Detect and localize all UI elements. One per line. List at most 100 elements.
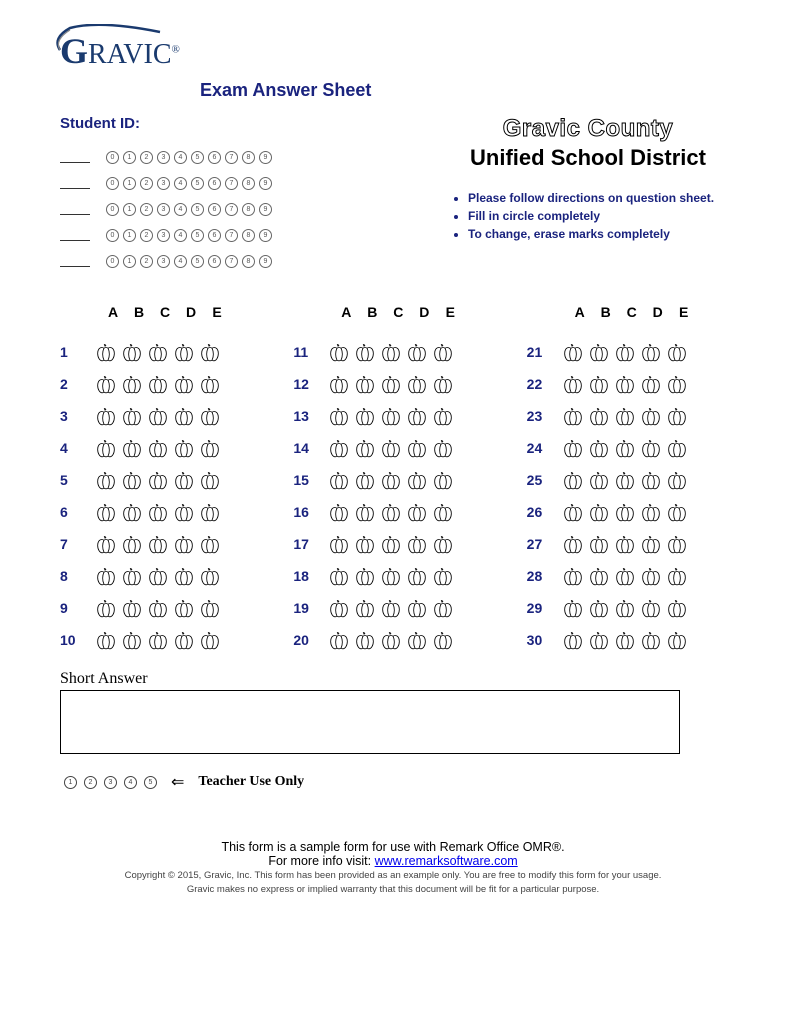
digit-bubble-7[interactable]: 7 [225, 255, 238, 268]
answer-bubble[interactable] [589, 535, 609, 554]
answer-bubble[interactable] [329, 343, 349, 362]
answer-bubble[interactable] [563, 535, 583, 554]
digit-bubble-6[interactable]: 6 [208, 203, 221, 216]
digit-bubble-8[interactable]: 8 [242, 177, 255, 190]
digit-bubble-4[interactable]: 4 [174, 151, 187, 164]
digit-bubble-3[interactable]: 3 [157, 229, 170, 242]
answer-bubble[interactable] [200, 407, 220, 426]
answer-bubble[interactable] [563, 503, 583, 522]
digit-bubble-6[interactable]: 6 [208, 255, 221, 268]
answer-bubble[interactable] [122, 631, 142, 650]
answer-bubble[interactable] [174, 599, 194, 618]
answer-bubble[interactable] [122, 375, 142, 394]
answer-bubble[interactable] [148, 407, 168, 426]
answer-bubble[interactable] [563, 631, 583, 650]
answer-bubble[interactable] [329, 599, 349, 618]
answer-bubble[interactable] [407, 439, 427, 458]
answer-bubble[interactable] [433, 343, 453, 362]
answer-bubble[interactable] [433, 471, 453, 490]
answer-bubble[interactable] [615, 375, 635, 394]
answer-bubble[interactable] [148, 567, 168, 586]
student-id-blank[interactable] [60, 255, 90, 267]
digit-bubble-2[interactable]: 2 [140, 229, 153, 242]
answer-bubble[interactable] [615, 407, 635, 426]
answer-bubble[interactable] [96, 567, 116, 586]
digit-bubble-6[interactable]: 6 [208, 229, 221, 242]
digit-bubble-9[interactable]: 9 [259, 229, 272, 242]
answer-bubble[interactable] [589, 407, 609, 426]
answer-bubble[interactable] [200, 343, 220, 362]
answer-bubble[interactable] [200, 375, 220, 394]
answer-bubble[interactable] [615, 535, 635, 554]
digit-bubble-4[interactable]: 4 [174, 203, 187, 216]
answer-bubble[interactable] [589, 567, 609, 586]
answer-bubble[interactable] [355, 631, 375, 650]
answer-bubble[interactable] [355, 375, 375, 394]
digit-bubble-9[interactable]: 9 [259, 177, 272, 190]
answer-bubble[interactable] [122, 503, 142, 522]
answer-bubble[interactable] [667, 375, 687, 394]
digit-bubble-2[interactable]: 2 [140, 177, 153, 190]
digit-bubble-1[interactable]: 1 [123, 255, 136, 268]
answer-bubble[interactable] [667, 535, 687, 554]
answer-bubble[interactable] [563, 599, 583, 618]
digit-bubble-9[interactable]: 9 [259, 203, 272, 216]
answer-bubble[interactable] [148, 375, 168, 394]
answer-bubble[interactable] [641, 375, 661, 394]
answer-bubble[interactable] [641, 631, 661, 650]
answer-bubble[interactable] [563, 343, 583, 362]
answer-bubble[interactable] [589, 631, 609, 650]
answer-bubble[interactable] [148, 503, 168, 522]
student-id-blank[interactable] [60, 229, 90, 241]
answer-bubble[interactable] [200, 631, 220, 650]
digit-bubble-5[interactable]: 5 [191, 229, 204, 242]
answer-bubble[interactable] [381, 375, 401, 394]
answer-bubble[interactable] [174, 503, 194, 522]
answer-bubble[interactable] [641, 343, 661, 362]
answer-bubble[interactable] [355, 535, 375, 554]
answer-bubble[interactable] [589, 439, 609, 458]
answer-bubble[interactable] [355, 503, 375, 522]
teacher-bubble-3[interactable]: 3 [104, 776, 117, 789]
answer-bubble[interactable] [615, 631, 635, 650]
digit-bubble-5[interactable]: 5 [191, 203, 204, 216]
answer-bubble[interactable] [148, 343, 168, 362]
answer-bubble[interactable] [641, 503, 661, 522]
answer-bubble[interactable] [667, 407, 687, 426]
answer-bubble[interactable] [563, 439, 583, 458]
digit-bubble-2[interactable]: 2 [140, 203, 153, 216]
answer-bubble[interactable] [174, 375, 194, 394]
teacher-bubble-2[interactable]: 2 [84, 776, 97, 789]
answer-bubble[interactable] [641, 567, 661, 586]
answer-bubble[interactable] [122, 535, 142, 554]
digit-bubble-9[interactable]: 9 [259, 151, 272, 164]
answer-bubble[interactable] [667, 503, 687, 522]
answer-bubble[interactable] [329, 503, 349, 522]
answer-bubble[interactable] [355, 567, 375, 586]
answer-bubble[interactable] [174, 567, 194, 586]
answer-bubble[interactable] [615, 439, 635, 458]
short-answer-box[interactable] [60, 690, 680, 754]
digit-bubble-7[interactable]: 7 [225, 203, 238, 216]
answer-bubble[interactable] [122, 343, 142, 362]
answer-bubble[interactable] [381, 535, 401, 554]
digit-bubble-3[interactable]: 3 [157, 255, 170, 268]
digit-bubble-0[interactable]: 0 [106, 255, 119, 268]
answer-bubble[interactable] [407, 599, 427, 618]
answer-bubble[interactable] [667, 471, 687, 490]
digit-bubble-2[interactable]: 2 [140, 151, 153, 164]
answer-bubble[interactable] [615, 599, 635, 618]
answer-bubble[interactable] [589, 471, 609, 490]
answer-bubble[interactable] [641, 471, 661, 490]
answer-bubble[interactable] [174, 471, 194, 490]
answer-bubble[interactable] [148, 599, 168, 618]
digit-bubble-7[interactable]: 7 [225, 229, 238, 242]
digit-bubble-0[interactable]: 0 [106, 229, 119, 242]
digit-bubble-4[interactable]: 4 [174, 229, 187, 242]
answer-bubble[interactable] [667, 567, 687, 586]
answer-bubble[interactable] [667, 343, 687, 362]
digit-bubble-1[interactable]: 1 [123, 177, 136, 190]
answer-bubble[interactable] [407, 503, 427, 522]
student-id-blank[interactable] [60, 177, 90, 189]
answer-bubble[interactable] [563, 375, 583, 394]
